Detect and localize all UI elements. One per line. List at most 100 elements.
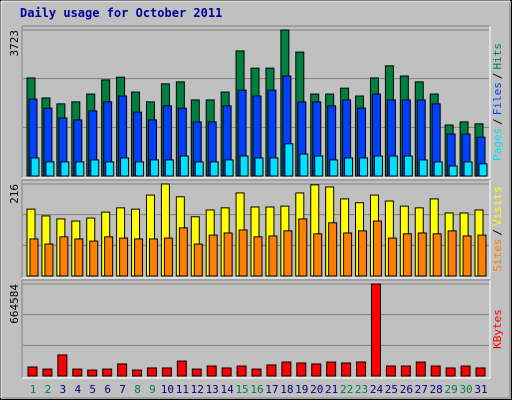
bar [90, 159, 100, 177]
y-tick-label: 664584 [8, 284, 21, 324]
bar [59, 236, 69, 277]
bar [477, 234, 487, 277]
legend: KBytes [491, 309, 504, 349]
bar [403, 155, 413, 177]
bar [105, 161, 115, 177]
bar [120, 157, 130, 177]
legend-separator: / [491, 229, 504, 236]
bar [326, 361, 337, 377]
bar [402, 233, 412, 277]
bar [194, 161, 204, 177]
x-tick-label: 17 [265, 383, 278, 396]
bar [447, 230, 457, 277]
bar [329, 159, 339, 177]
bar [42, 368, 53, 377]
bar [344, 157, 354, 177]
bar [313, 233, 323, 277]
bar [208, 234, 218, 277]
x-tick-label: 26 [400, 383, 413, 396]
bar [224, 159, 234, 177]
bar [135, 161, 145, 177]
x-tick-label: 15 [235, 383, 248, 396]
bar [268, 235, 278, 277]
bar [460, 365, 471, 377]
bar [387, 237, 397, 277]
bar [251, 368, 262, 377]
legend-entry: Files [491, 82, 504, 115]
bar [299, 153, 309, 177]
x-tick-label: 27 [415, 383, 428, 396]
bar [27, 366, 38, 377]
bar [283, 230, 293, 277]
x-tick-label: 8 [134, 383, 141, 396]
x-tick-label: 2 [45, 383, 52, 396]
chart-title: Daily usage for October 2011 [20, 6, 222, 20]
bar [388, 155, 398, 177]
x-tick-label: 31 [474, 383, 487, 396]
x-tick-label: 16 [250, 383, 263, 396]
bar [358, 230, 368, 277]
x-tick-label: 5 [89, 383, 96, 396]
x-tick-label: 28 [430, 383, 443, 396]
bar [328, 222, 338, 277]
bar [164, 159, 174, 177]
x-tick-label: 12 [191, 383, 204, 396]
bar [117, 363, 128, 377]
bar [462, 235, 472, 277]
bar [223, 232, 233, 277]
x-tick-label: 23 [355, 383, 368, 396]
legend-entry: Visits [491, 186, 504, 226]
x-tick-label: 25 [385, 383, 398, 396]
legend-entry: Pages [491, 128, 504, 161]
bar [163, 237, 173, 277]
bar [370, 283, 381, 377]
bar [296, 362, 307, 377]
bar [269, 157, 279, 177]
bar [343, 232, 353, 277]
legend: Pages / Files / Hits [491, 43, 504, 161]
bar [104, 236, 114, 277]
bar [148, 238, 158, 277]
bar [266, 364, 277, 377]
bar [30, 157, 40, 177]
bar [209, 161, 219, 177]
bar [417, 232, 427, 277]
bar [314, 155, 324, 177]
bar [433, 161, 443, 177]
x-tick-label: 22 [340, 383, 353, 396]
bar [134, 238, 144, 277]
bar [254, 157, 264, 177]
x-tick-label: 14 [221, 383, 235, 396]
legend-separator: / [491, 118, 504, 125]
bar [239, 155, 249, 177]
bar [238, 229, 248, 277]
x-tick-label: 21 [325, 383, 338, 396]
bar [161, 367, 172, 377]
bar [178, 227, 188, 277]
x-tick-label: 24 [370, 383, 384, 396]
x-tick-label: 7 [119, 383, 126, 396]
bar [373, 155, 383, 177]
x-tick-label: 10 [161, 383, 174, 396]
bar [75, 161, 85, 177]
bar [206, 365, 217, 377]
bar [418, 159, 428, 177]
bar [132, 369, 143, 377]
bar [281, 361, 292, 377]
panel [22, 280, 490, 378]
bar [29, 238, 39, 277]
bar [179, 155, 189, 177]
bar [193, 243, 203, 277]
bar [356, 361, 367, 377]
legend-entry: Hits [491, 43, 504, 70]
bar [45, 161, 55, 177]
x-tick-label: 18 [280, 383, 293, 396]
x-tick-label: 1 [30, 383, 37, 396]
bar [478, 163, 488, 177]
bar [311, 363, 322, 377]
bar [72, 368, 83, 377]
bar [445, 367, 456, 377]
x-tick-label: 30 [459, 383, 472, 396]
